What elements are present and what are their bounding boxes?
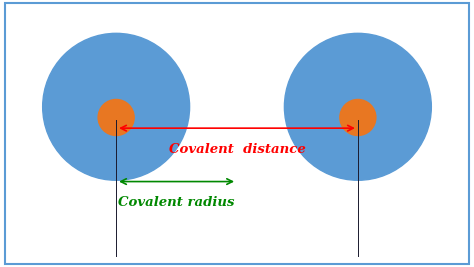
Ellipse shape — [43, 33, 190, 180]
Ellipse shape — [284, 33, 431, 180]
Text: Covalent radius: Covalent radius — [118, 196, 235, 209]
Text: Covalent  distance: Covalent distance — [169, 143, 305, 156]
Ellipse shape — [98, 100, 134, 135]
Ellipse shape — [340, 100, 376, 135]
